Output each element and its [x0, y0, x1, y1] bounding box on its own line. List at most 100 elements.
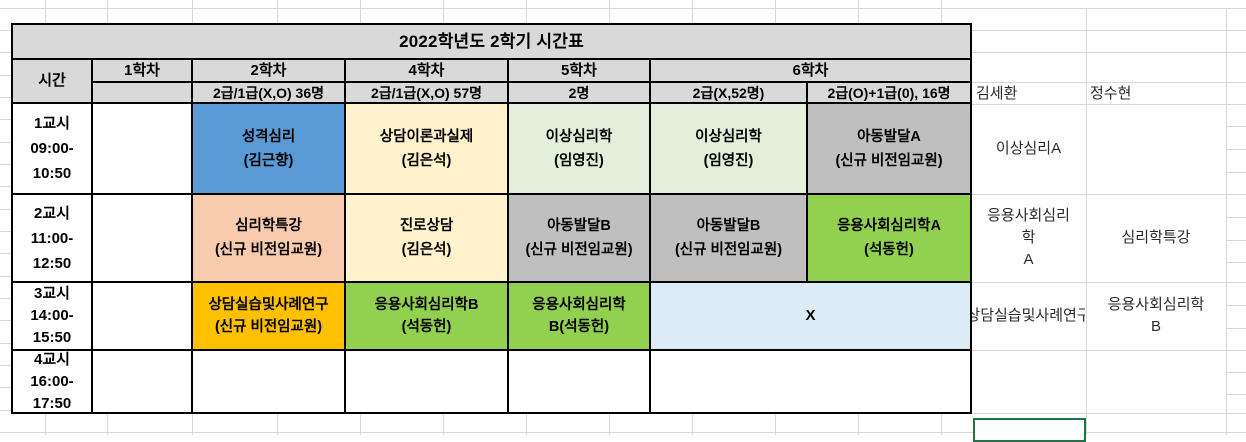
- gridline: [0, 142, 11, 143]
- gridline: [0, 75, 11, 76]
- cell-r2-c2[interactable]: 심리학특강 (신규 비전임교원): [192, 194, 345, 282]
- side-note-r1c1[interactable]: 이상심리A: [995, 139, 1062, 157]
- side-note-r2c2[interactable]: 심리학특강: [1121, 229, 1191, 246]
- gridline: [0, 298, 11, 299]
- cell-r2-c6[interactable]: 응용사회심리학A (석동헌): [807, 194, 971, 282]
- gridline: [1226, 394, 1246, 395]
- gridline: [45, 0, 46, 23]
- col-header-c2[interactable]: 2학차: [192, 59, 345, 82]
- cell-r4-c3[interactable]: [345, 350, 508, 413]
- gridline: [1226, 126, 1246, 127]
- cell-r1-c3[interactable]: 상담이론과실제 (김은석): [345, 103, 508, 194]
- gridline: [1226, 240, 1246, 241]
- cell-r2-c3[interactable]: 진로상담 (김은석): [345, 194, 508, 282]
- col-header-c6[interactable]: 6학차: [650, 59, 971, 82]
- gridline: [1226, 262, 1246, 263]
- subheader-c2[interactable]: 2급/1급(X,O) 36명: [192, 82, 345, 103]
- cell-r3-c1[interactable]: [92, 282, 192, 350]
- subheader-c3[interactable]: 2급/1급(X,O) 57명: [345, 82, 508, 103]
- cell-r3-c56[interactable]: X: [650, 282, 971, 350]
- gridline: [0, 119, 11, 120]
- gridline: [107, 414, 108, 435]
- gridline: [0, 410, 11, 411]
- gridline: [971, 82, 1246, 83]
- period-4-label[interactable]: 4교시 16:00- 17:50: [12, 350, 92, 413]
- side-name-2[interactable]: 정수현: [1090, 84, 1132, 102]
- gridline: [0, 320, 11, 321]
- side-note-r3c2[interactable]: 응용사회심리학 B: [1107, 296, 1205, 335]
- gridline: [443, 414, 444, 435]
- cell-r3-c4[interactable]: 응용사회심리학 B(석동헌): [508, 282, 650, 350]
- gridline: [609, 0, 610, 23]
- gridline: [1086, 8, 1087, 435]
- gridline: [0, 209, 11, 210]
- col-header-c1[interactable]: 1학차: [92, 59, 192, 82]
- gridline: [1226, 217, 1246, 218]
- gridline: [443, 0, 444, 23]
- gridline: [971, 30, 1246, 31]
- subheader-c1[interactable]: [92, 82, 192, 103]
- cell-r3-c3[interactable]: 응용사회심리학B (석동헌): [345, 282, 508, 350]
- cell-r4-c56[interactable]: [650, 350, 971, 413]
- selected-cell-outline[interactable]: [973, 418, 1086, 442]
- subheader-c5[interactable]: 2급(X,52명): [650, 82, 807, 103]
- gridline: [0, 164, 11, 165]
- gridline: [971, 104, 1246, 105]
- cell-r2-c4[interactable]: 아동발달B (신규 비전임교원): [508, 194, 650, 282]
- gridline: [526, 0, 527, 23]
- gridline: [971, 413, 1246, 414]
- gridline: [45, 414, 46, 435]
- gridline: [0, 365, 11, 366]
- gridline: [971, 52, 1246, 53]
- gridline: [0, 276, 11, 277]
- cell-r4-c2[interactable]: [192, 350, 345, 413]
- cell-r2-c5[interactable]: 아동발달B (신규 비전임교원): [650, 194, 807, 282]
- gridline: [360, 0, 361, 23]
- gridline: [858, 0, 859, 23]
- gridline: [360, 414, 361, 435]
- gridline: [0, 387, 11, 388]
- cell-r2-c1[interactable]: [92, 194, 192, 282]
- cell-r1-c6[interactable]: 아동발달A (신규 비전임교원): [807, 103, 971, 194]
- gridline: [1226, 172, 1246, 173]
- cell-r4-c1[interactable]: [92, 350, 192, 413]
- gridline: [0, 186, 11, 187]
- gridline: [971, 350, 1246, 351]
- gridline: [0, 231, 11, 232]
- cell-r1-c1[interactable]: [92, 103, 192, 194]
- period-3-label[interactable]: 3교시 14:00- 15:50: [12, 282, 92, 350]
- gridline: [971, 282, 1246, 283]
- cell-r1-c5[interactable]: 이상심리학 (임영진): [650, 103, 807, 194]
- col-header-c4[interactable]: 5학차: [508, 59, 650, 82]
- gridline: [107, 0, 108, 23]
- gridline: [692, 0, 693, 23]
- gridline: [277, 0, 278, 23]
- cell-r1-c4[interactable]: 이상심리학 (임영진): [508, 103, 650, 194]
- gridline: [692, 414, 693, 435]
- side-note-r2c1[interactable]: 응용사회심리 학 A: [987, 207, 1070, 268]
- cell-r4-c4[interactable]: [508, 350, 650, 413]
- timetable-title: 2022학년도 2학기 시간표: [12, 24, 971, 59]
- col-header-c3[interactable]: 4학차: [345, 59, 508, 82]
- gridline: [192, 414, 193, 435]
- gridline: [1226, 372, 1246, 373]
- cell-r3-c2[interactable]: 상담실습및사례연구 (신규 비전임교원): [192, 282, 345, 350]
- gridline: [1226, 305, 1246, 306]
- col-header-time[interactable]: 시간: [12, 59, 92, 103]
- subheader-c4[interactable]: 2명: [508, 82, 650, 103]
- period-2-label[interactable]: 2교시 11:00- 12:50: [12, 194, 92, 282]
- side-note-r3c1[interactable]: 상담실습및사례연구: [972, 307, 1085, 324]
- gridline: [526, 414, 527, 435]
- side-name-1[interactable]: 김세환: [976, 84, 1018, 102]
- gridline: [775, 414, 776, 435]
- gridline: [0, 343, 11, 344]
- gridline: [0, 30, 11, 31]
- gridline: [1226, 149, 1246, 150]
- cell-r1-c2[interactable]: 성격심리 (김근향): [192, 103, 345, 194]
- gridline: [1226, 8, 1227, 435]
- gridline: [971, 194, 1246, 195]
- gridline: [1226, 328, 1246, 329]
- period-1-label[interactable]: 1교시 09:00- 10:50: [12, 103, 92, 194]
- subheader-c6[interactable]: 2급(O)+1급(0), 16명: [807, 82, 971, 103]
